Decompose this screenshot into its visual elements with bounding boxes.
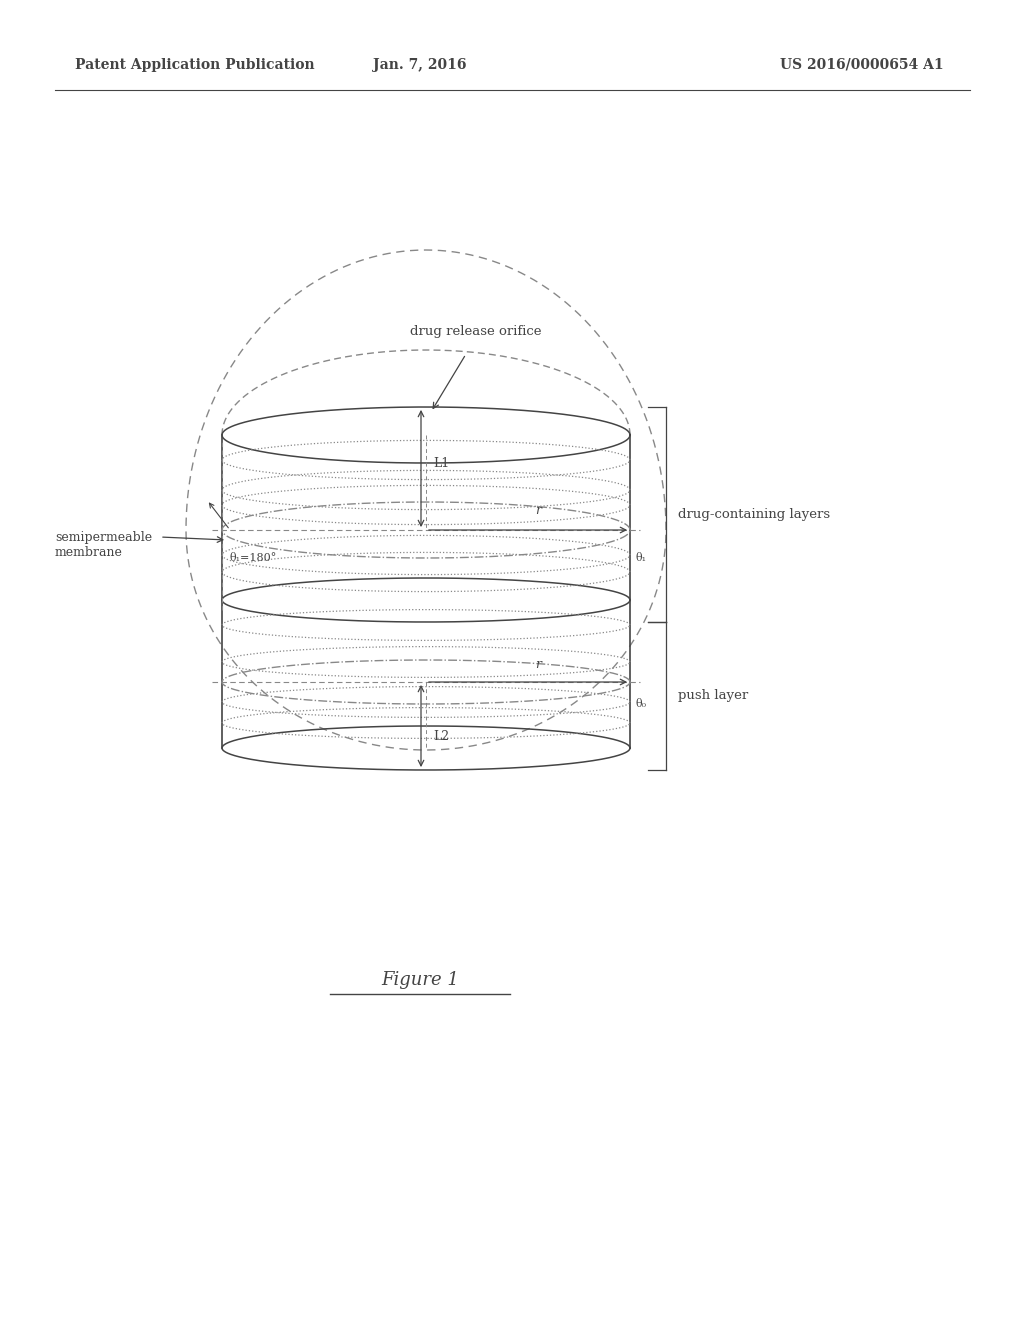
Text: θ₁: θ₁ (635, 553, 646, 564)
Text: r: r (536, 503, 542, 516)
Text: Patent Application Publication: Patent Application Publication (75, 58, 314, 73)
Text: push layer: push layer (678, 689, 749, 702)
Text: drug-containing layers: drug-containing layers (678, 508, 830, 521)
Text: US 2016/0000654 A1: US 2016/0000654 A1 (780, 58, 944, 73)
Text: θ₁=180°: θ₁=180° (230, 553, 278, 564)
Text: Figure 1: Figure 1 (381, 972, 459, 989)
Text: L2: L2 (433, 730, 450, 742)
Text: Jan. 7, 2016: Jan. 7, 2016 (374, 58, 467, 73)
Text: L1: L1 (433, 457, 450, 470)
Text: semipermeable
membrane: semipermeable membrane (55, 531, 153, 558)
Text: drug release orifice: drug release orifice (411, 326, 542, 338)
Text: θ₀: θ₀ (635, 700, 646, 709)
Text: r: r (536, 657, 542, 671)
